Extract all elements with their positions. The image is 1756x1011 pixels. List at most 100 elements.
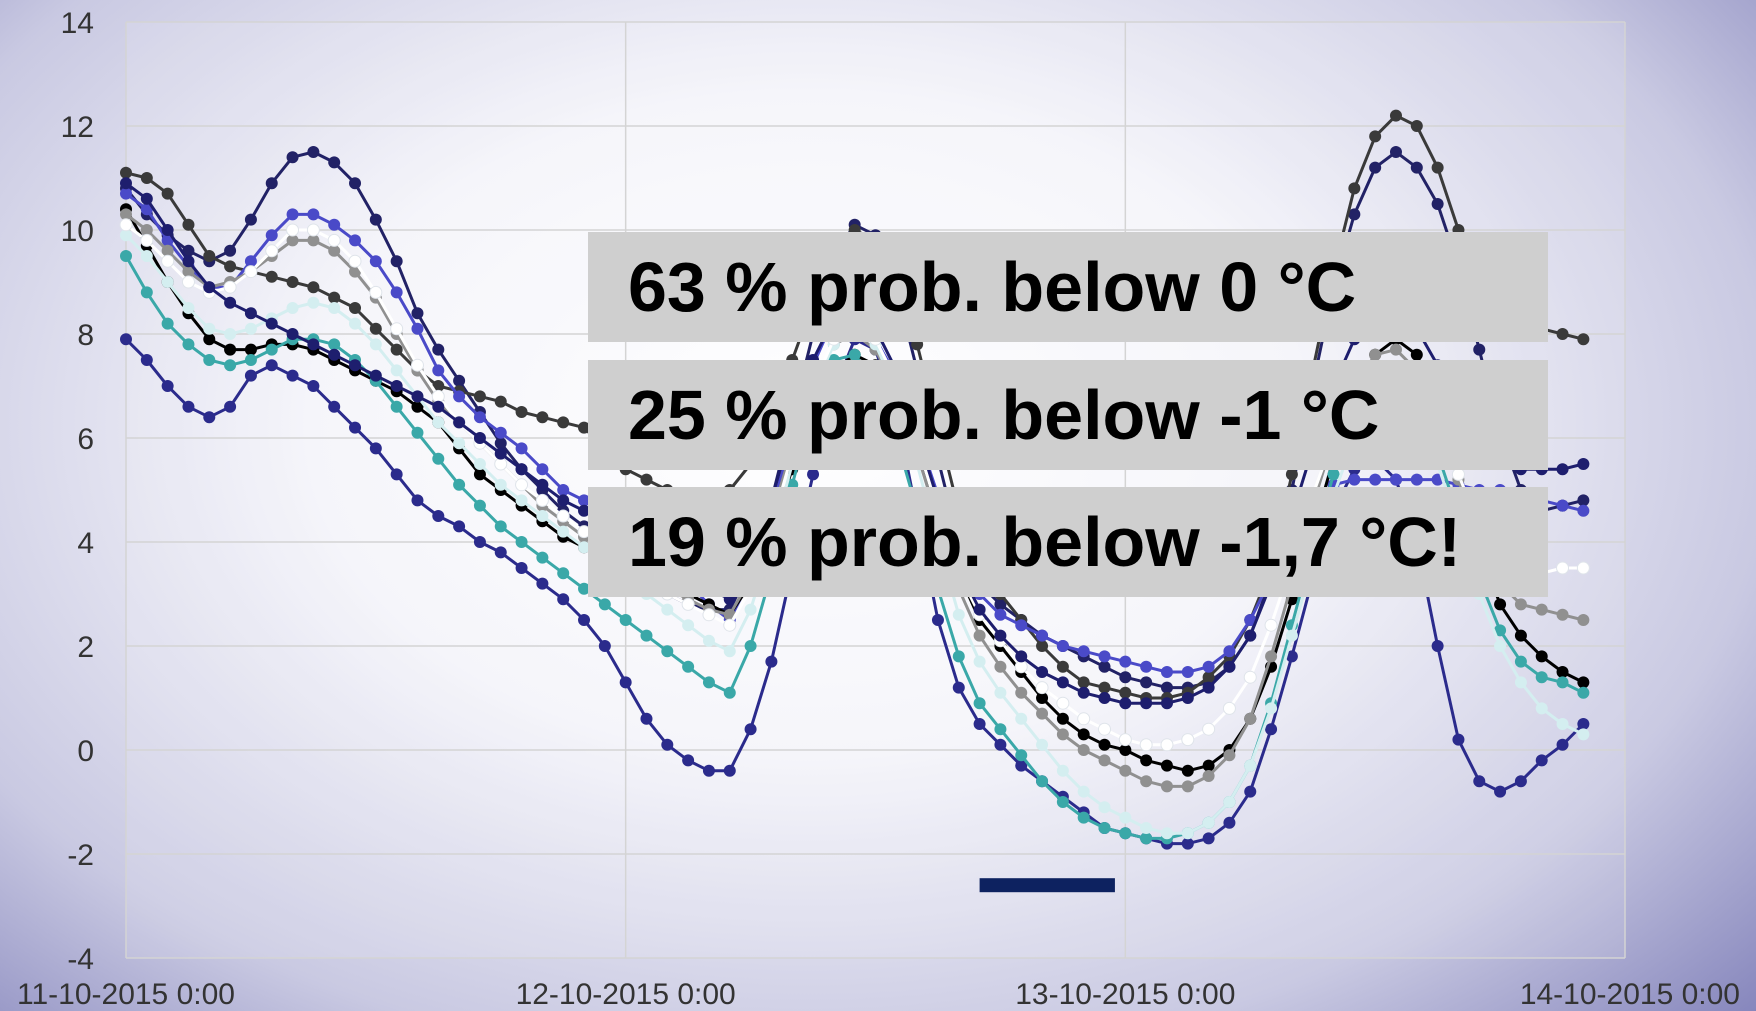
data-point	[244, 354, 257, 366]
data-point	[1577, 718, 1590, 730]
data-point	[536, 411, 549, 424]
data-point	[1077, 811, 1090, 824]
data-point	[1577, 728, 1590, 741]
data-point	[224, 244, 237, 257]
data-point	[1181, 827, 1194, 840]
data-point	[578, 541, 591, 554]
data-point	[994, 686, 1007, 699]
data-point	[1098, 692, 1111, 704]
data-point	[681, 597, 695, 611]
data-point	[307, 338, 320, 351]
forecast-highlight	[979, 878, 1115, 893]
data-point	[390, 343, 403, 356]
data-point	[1494, 598, 1507, 611]
data-point	[1244, 629, 1257, 642]
data-point	[286, 369, 299, 382]
data-point	[557, 484, 570, 496]
data-point	[744, 603, 757, 616]
data-point	[1098, 650, 1111, 663]
data-point	[702, 634, 715, 647]
data-point	[1014, 660, 1028, 674]
data-point	[682, 619, 695, 632]
data-point	[369, 369, 382, 382]
data-point	[1556, 561, 1570, 575]
data-point	[1119, 827, 1132, 840]
data-point	[432, 400, 445, 413]
annotation-prob-below-minus-1-7: 19 % prob. below -1,7 °C!	[588, 487, 1548, 597]
data-point	[1140, 775, 1153, 788]
data-point	[390, 380, 403, 392]
data-point	[1140, 697, 1153, 710]
data-point	[994, 723, 1007, 736]
data-point	[1118, 733, 1132, 747]
data-point	[349, 265, 362, 278]
data-point	[369, 442, 382, 455]
data-point	[244, 369, 257, 382]
data-point	[120, 177, 132, 190]
data-point	[411, 400, 424, 413]
data-point	[1535, 754, 1548, 767]
y-tick-label: 8	[77, 319, 94, 352]
data-point	[1202, 660, 1215, 673]
data-point	[557, 416, 570, 429]
x-axis-tick-labels: 11-10-2015 0:00 12-10-2015 0:00 13-10-2015…	[17, 978, 1740, 1011]
data-point	[1389, 473, 1402, 486]
data-point	[1015, 712, 1028, 725]
data-point	[1223, 660, 1236, 673]
data-point	[244, 307, 257, 320]
data-point	[578, 421, 591, 434]
data-point	[973, 655, 986, 668]
data-point	[1077, 785, 1090, 798]
data-point	[120, 208, 132, 221]
data-point	[1369, 130, 1382, 143]
data-point	[328, 302, 341, 314]
y-axis-tick-labels: -4 -2 0 2 4 6 8 10 12 14	[61, 7, 94, 976]
data-point	[1244, 614, 1257, 626]
data-point	[369, 255, 382, 268]
data-point	[1098, 801, 1111, 814]
data-point	[619, 676, 632, 689]
data-point	[1285, 629, 1298, 642]
data-point	[120, 166, 132, 179]
data-point	[1036, 738, 1049, 751]
data-point	[286, 328, 299, 340]
data-point	[140, 233, 154, 247]
data-point	[1265, 723, 1278, 736]
data-point	[265, 343, 278, 356]
data-point	[1535, 603, 1548, 616]
data-point	[494, 395, 507, 408]
data-point	[328, 338, 341, 351]
data-point	[1514, 629, 1527, 642]
data-point	[328, 291, 341, 304]
data-point	[723, 764, 736, 777]
data-point	[1223, 645, 1236, 658]
data-point	[1327, 468, 1340, 481]
data-point	[557, 494, 570, 507]
data-point	[1410, 348, 1423, 361]
data-point	[744, 640, 757, 652]
data-point	[1160, 827, 1173, 840]
data-point	[1202, 816, 1215, 829]
data-point	[765, 655, 778, 668]
data-point	[1535, 650, 1548, 663]
data-point	[1410, 120, 1423, 132]
data-point	[286, 302, 299, 314]
data-point	[952, 608, 965, 621]
data-point	[536, 463, 549, 476]
data-point	[1140, 676, 1153, 689]
data-point	[473, 432, 486, 444]
data-point	[1119, 655, 1132, 668]
data-point	[473, 468, 486, 481]
data-point	[494, 426, 507, 439]
data-point	[1223, 749, 1236, 762]
data-point	[120, 333, 132, 346]
data-point	[161, 254, 175, 268]
data-point	[1223, 816, 1236, 829]
data-point	[1160, 666, 1173, 678]
data-point	[224, 328, 237, 340]
data-point	[661, 603, 674, 616]
data-point	[1494, 785, 1507, 798]
data-point	[265, 244, 279, 258]
data-point	[744, 723, 757, 736]
data-point	[182, 400, 195, 413]
